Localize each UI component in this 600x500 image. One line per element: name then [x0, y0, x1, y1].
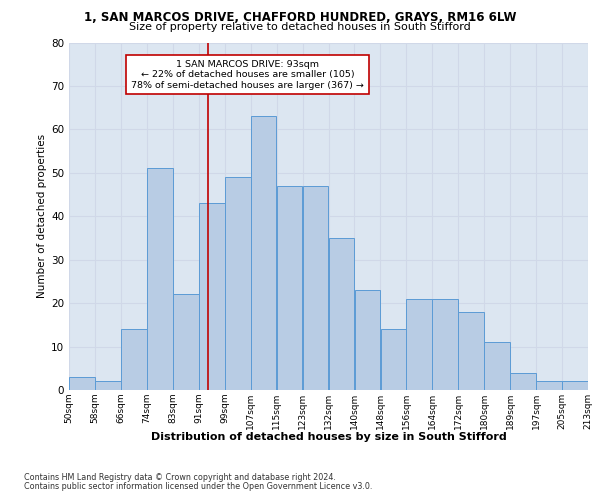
Bar [355, 290, 380, 390]
Bar [458, 312, 484, 390]
Bar [302, 186, 328, 390]
Bar [510, 372, 536, 390]
Bar [121, 329, 147, 390]
Bar [329, 238, 355, 390]
Bar [277, 186, 302, 390]
Bar [199, 203, 224, 390]
Text: Contains public sector information licensed under the Open Government Licence v3: Contains public sector information licen… [24, 482, 373, 491]
Bar [251, 116, 277, 390]
Bar [225, 177, 251, 390]
Bar [406, 299, 432, 390]
Text: Distribution of detached houses by size in South Stifford: Distribution of detached houses by size … [151, 432, 506, 442]
Text: Contains HM Land Registry data © Crown copyright and database right 2024.: Contains HM Land Registry data © Crown c… [24, 472, 336, 482]
Bar [69, 377, 95, 390]
Text: Size of property relative to detached houses in South Stifford: Size of property relative to detached ho… [129, 22, 471, 32]
Bar [484, 342, 510, 390]
Text: 1, SAN MARCOS DRIVE, CHAFFORD HUNDRED, GRAYS, RM16 6LW: 1, SAN MARCOS DRIVE, CHAFFORD HUNDRED, G… [84, 11, 516, 24]
Y-axis label: Number of detached properties: Number of detached properties [37, 134, 47, 298]
Bar [433, 299, 458, 390]
Text: 1 SAN MARCOS DRIVE: 93sqm
← 22% of detached houses are smaller (105)
78% of semi: 1 SAN MARCOS DRIVE: 93sqm ← 22% of detac… [131, 60, 364, 90]
Bar [95, 382, 121, 390]
Bar [147, 168, 173, 390]
Bar [536, 382, 562, 390]
Bar [380, 329, 406, 390]
Bar [562, 382, 588, 390]
Bar [173, 294, 199, 390]
